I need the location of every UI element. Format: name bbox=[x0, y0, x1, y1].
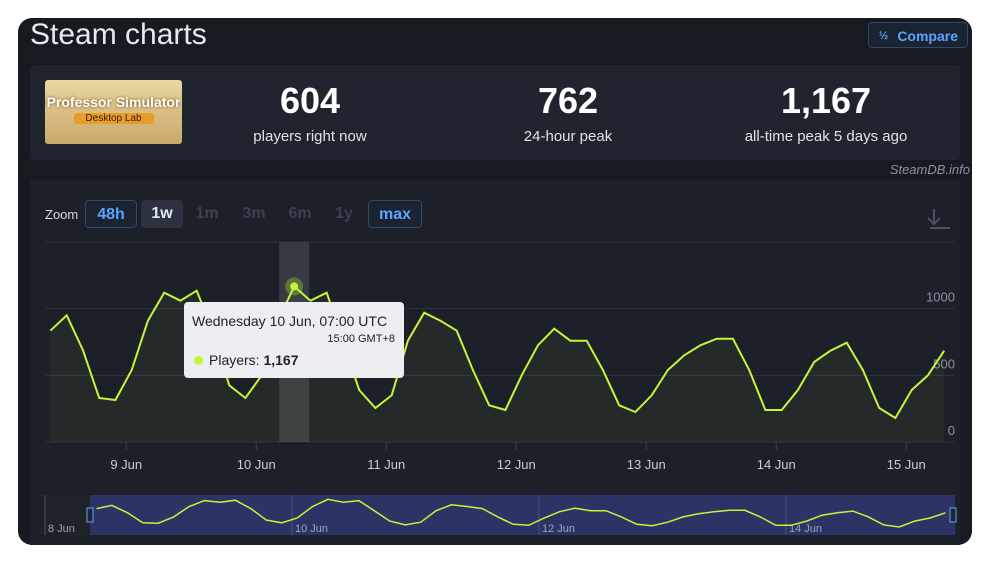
legend-swatch bbox=[194, 356, 203, 365]
navigator-label: 12 Jun bbox=[542, 523, 575, 535]
zoom-button[interactable]: 1y bbox=[335, 205, 353, 222]
tooltip-value: 1,167 bbox=[263, 352, 299, 368]
stat: 604 players right now bbox=[190, 80, 430, 145]
stat: 762 24-hour peak bbox=[448, 80, 688, 145]
page-title: Steam charts bbox=[30, 18, 207, 51]
legend-label: Players: bbox=[209, 352, 260, 368]
stat-label: all-time peak 5 days ago bbox=[744, 128, 908, 145]
navigator-line bbox=[96, 498, 946, 528]
y-tick-label: 1000 bbox=[926, 290, 955, 305]
compare-label[interactable]: Compare bbox=[897, 28, 958, 44]
stat: 1,167 all-time peak 5 days ago bbox=[706, 80, 946, 145]
navigator-handle[interactable] bbox=[949, 507, 957, 523]
zoom-label: Zoom bbox=[45, 207, 79, 222]
zoom-button[interactable]: 6m bbox=[288, 205, 312, 222]
x-tick-label: 11 Jun bbox=[367, 457, 405, 472]
navigator-label: 8 Jun bbox=[48, 523, 75, 535]
navigator-handle[interactable] bbox=[86, 507, 94, 523]
zoom-button[interactable]: 48h bbox=[85, 200, 137, 228]
x-tick-label: 9 Jun bbox=[110, 457, 142, 472]
hover-point bbox=[290, 282, 299, 291]
x-tick-label: 13 Jun bbox=[627, 457, 666, 472]
stat-value: 762 bbox=[537, 80, 599, 121]
x-tick-label: 12 Jun bbox=[497, 457, 536, 472]
navigator-selection[interactable] bbox=[90, 495, 955, 535]
credit: SteamDB.info bbox=[889, 162, 970, 177]
zoom-button[interactable]: max bbox=[368, 200, 422, 228]
series-line bbox=[49, 284, 946, 420]
x-tick-label: 10 Jun bbox=[237, 457, 276, 472]
stat-value: 1,167 bbox=[780, 80, 872, 121]
stat-value: 604 bbox=[279, 80, 341, 121]
download-icon[interactable] bbox=[927, 209, 950, 229]
logo-subtitle: Desktop Lab bbox=[73, 113, 154, 124]
compare-button[interactable]: ½ Compare bbox=[868, 22, 968, 48]
series-area bbox=[50, 286, 945, 442]
tooltip-row: Players: 1,167 bbox=[194, 352, 299, 368]
navigator-label: 14 Jun bbox=[789, 523, 822, 535]
y-tick-label: 0 bbox=[948, 423, 955, 438]
tooltip-title: Wednesday 10 Jun, 07:00 UTC bbox=[192, 313, 388, 329]
x-tick-label: 15 Jun bbox=[887, 457, 926, 472]
stats-panel bbox=[30, 65, 960, 160]
logo-title: Professor Simulator bbox=[46, 94, 181, 110]
tooltip: Wednesday 10 Jun, 07:00 UTC 15:00 GMT+8 … bbox=[184, 302, 404, 378]
zoom-button[interactable]: 3m bbox=[242, 205, 266, 222]
navigator-label: 10 Jun bbox=[295, 523, 328, 535]
x-tick-label: 14 Jun bbox=[757, 457, 796, 472]
stat-label: players right now bbox=[253, 128, 367, 145]
game-logo: Professor Simulator Desktop Lab bbox=[45, 80, 182, 144]
tooltip-subtitle: 15:00 GMT+8 bbox=[327, 333, 395, 345]
zoom-button[interactable]: 1w bbox=[141, 200, 183, 228]
zoom-button[interactable]: 1m bbox=[195, 205, 219, 222]
stat-label: 24-hour peak bbox=[523, 128, 613, 145]
